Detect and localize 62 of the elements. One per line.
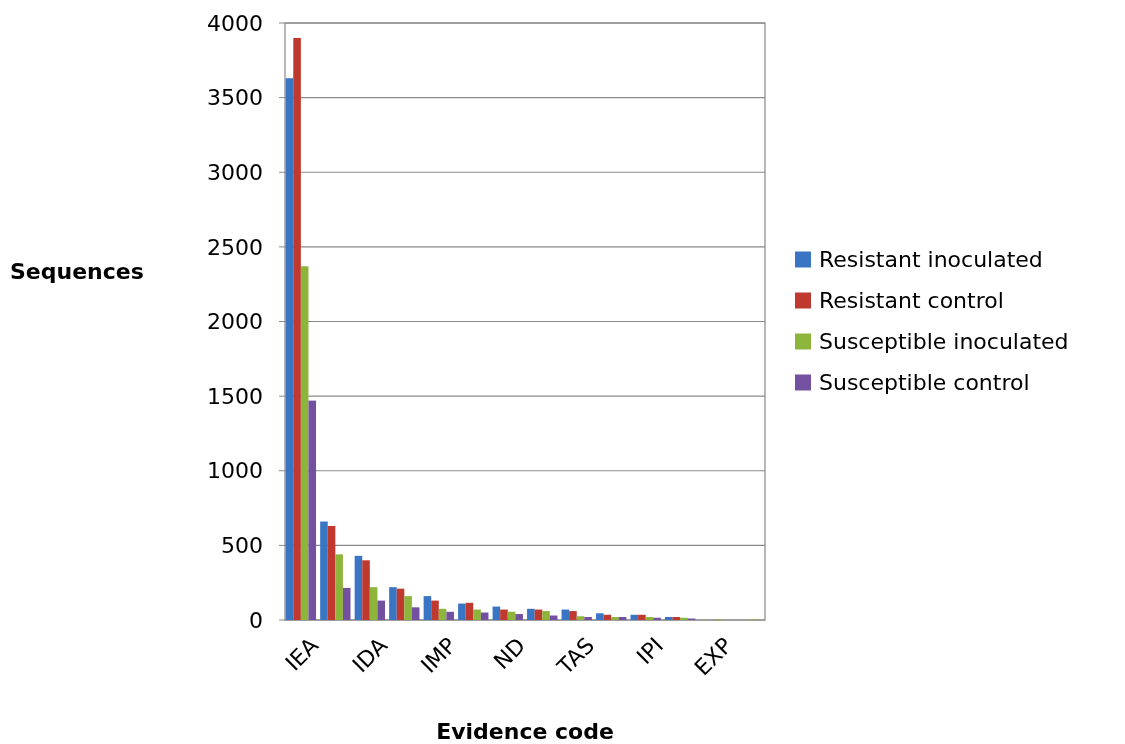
bar: [569, 611, 577, 620]
bar: [653, 617, 661, 620]
y-tick-label: 1000: [207, 458, 263, 484]
bar: [458, 603, 466, 620]
y-tick-label: 4000: [207, 10, 263, 36]
bar: [596, 613, 604, 620]
bar: [285, 78, 294, 620]
bar: [396, 588, 405, 620]
x-tick-label: EXP: [689, 632, 738, 681]
x-tick-label: IPI: [631, 632, 669, 669]
bar: [672, 617, 681, 620]
y-tick-label: 3500: [207, 85, 263, 111]
bar: [527, 608, 535, 620]
y-tick-label: 2000: [207, 309, 263, 335]
y-tick-label: 500: [221, 533, 263, 559]
bar: [411, 607, 420, 620]
y-tick-label: 2500: [207, 234, 263, 260]
bar: [507, 611, 516, 620]
bar: [611, 617, 619, 620]
legend-label: Susceptible inoculated: [819, 329, 1069, 355]
x-tick-label: ND: [488, 632, 531, 675]
bar: [377, 600, 385, 620]
bar: [327, 525, 336, 620]
bar: [645, 617, 654, 620]
bar: [515, 614, 523, 620]
bar: [423, 596, 432, 620]
bar: [446, 611, 454, 620]
y-tick-label: 3000: [207, 159, 263, 185]
bar: [618, 617, 627, 620]
bar: [389, 587, 397, 620]
bar: [293, 37, 301, 620]
bar: [354, 555, 363, 620]
legend-label: Resistant inoculated: [819, 247, 1043, 273]
bar: [576, 616, 585, 620]
y-axis-title: Sequences: [10, 259, 144, 285]
bar: [665, 617, 673, 620]
bar: [404, 596, 412, 620]
x-tick-label: IDA: [347, 632, 393, 678]
bar: [320, 521, 328, 620]
bar: [542, 611, 550, 620]
bar: [584, 617, 592, 620]
y-tick-label: 0: [249, 607, 263, 633]
bar: [300, 266, 309, 620]
bar: [438, 608, 447, 620]
bar: [342, 587, 351, 620]
y-tick-label: 1500: [207, 383, 263, 409]
bar: [680, 617, 688, 620]
x-axis-title: Evidence code: [436, 719, 614, 744]
x-tick-label: IEA: [280, 632, 324, 676]
legend-label: Susceptible control: [819, 370, 1030, 396]
bar: [473, 609, 481, 620]
bar: [500, 609, 508, 620]
bar: [335, 554, 343, 620]
x-tick-label: IMP: [416, 632, 462, 678]
x-tick-label: TAS: [551, 632, 600, 680]
bar: [638, 614, 646, 620]
bar: [308, 400, 317, 620]
bar: [369, 587, 378, 620]
legend-label: Resistant control: [819, 288, 1004, 314]
bar: [362, 560, 370, 620]
bar: [465, 602, 474, 620]
bar: [431, 600, 439, 620]
